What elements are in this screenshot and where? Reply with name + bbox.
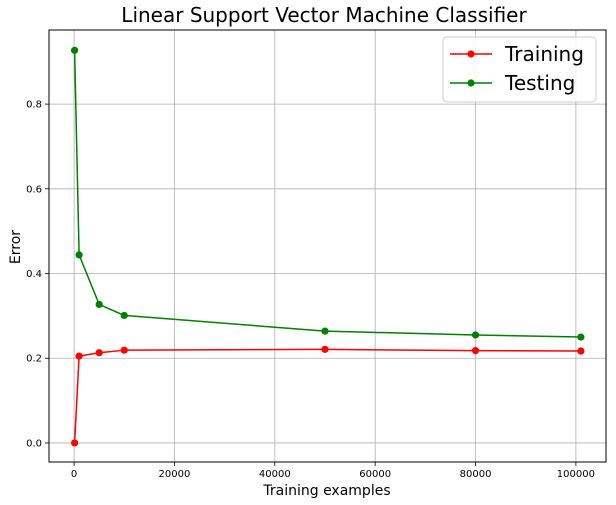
- testing-data-point: [471, 331, 480, 339]
- testing-data-point: [70, 46, 79, 54]
- x-tick-label: 0: [71, 469, 77, 480]
- chart-title: Linear Support Vector Machine Classifier: [121, 3, 527, 27]
- training-legend-label: Training: [504, 42, 584, 66]
- testing-data-point: [321, 327, 329, 335]
- x-tick-label: 100000: [557, 469, 595, 480]
- legend: Training Testing: [442, 36, 597, 103]
- y-tick-label: 0.6: [26, 184, 42, 195]
- testing-data-point: [75, 251, 83, 259]
- x-tick-label: 20000: [159, 469, 191, 480]
- series-layer: [70, 46, 585, 447]
- testing-legend-marker: [467, 79, 475, 87]
- plot-frame: [48, 29, 607, 463]
- testing-data-point: [95, 300, 103, 309]
- x-tick-label: 40000: [259, 469, 291, 480]
- y-tick-label: 0.8: [26, 100, 42, 111]
- x-axis-label: Training examples: [262, 483, 390, 499]
- x-tick-label: 60000: [359, 469, 391, 480]
- training-data-point: [75, 352, 83, 360]
- y-axis-label: Error: [8, 230, 24, 264]
- training-data-point: [471, 347, 480, 355]
- training-data-point: [120, 346, 128, 354]
- y-tick-label: 0.0: [26, 438, 42, 449]
- training-data-point: [321, 345, 329, 353]
- testing-data-point: [577, 333, 585, 341]
- training-data-point: [577, 347, 585, 355]
- testing-legend-label: Testing: [504, 71, 575, 95]
- training-data-point: [95, 349, 103, 357]
- grid: [49, 30, 606, 462]
- x-tick-label: 80000: [460, 469, 492, 480]
- training-data-point: [70, 439, 79, 447]
- y-tick-label: 0.2: [26, 354, 42, 365]
- ticks: 0 20000 40000 60000 80000 100000 0.0 0.2 0.4 0.6 0…: [26, 100, 595, 480]
- y-tick-label: 0.4: [26, 269, 42, 280]
- testing-data-point: [120, 311, 128, 320]
- training-legend-marker: [467, 50, 475, 58]
